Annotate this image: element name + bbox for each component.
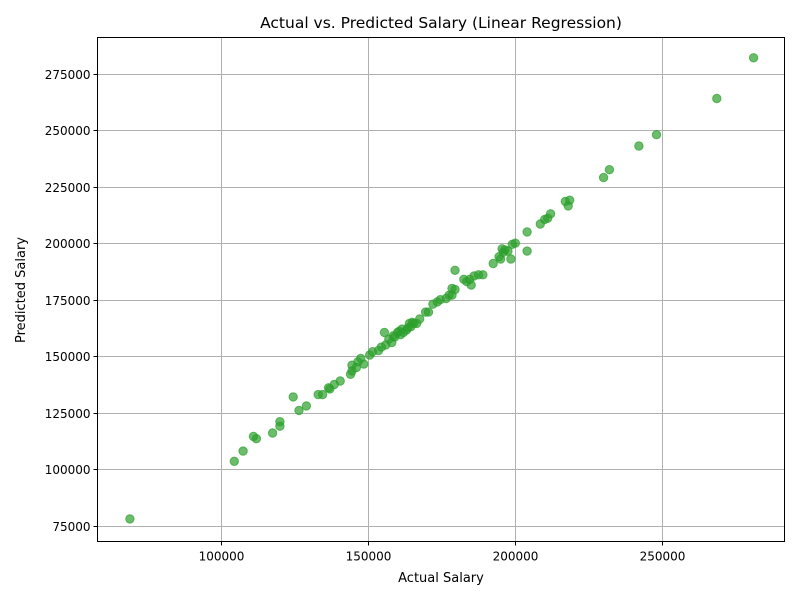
y-tick-label: 225000	[45, 181, 91, 195]
data-point	[748, 53, 759, 63]
data-point	[450, 265, 460, 275]
plot-frame	[97, 37, 785, 542]
data-point	[634, 141, 644, 151]
x-tick-label: 200000	[493, 550, 539, 564]
y-tick-label: 200000	[45, 237, 91, 251]
data-point	[510, 238, 520, 248]
data-point	[423, 307, 434, 317]
grid-lines	[97, 37, 785, 542]
data-point	[478, 270, 488, 280]
x-tick-label: 100000	[199, 550, 245, 564]
y-axis-label: Predicted Salary	[14, 237, 29, 343]
data-point	[301, 401, 312, 411]
data-point	[488, 258, 498, 269]
data-point	[598, 172, 609, 183]
data-point	[522, 246, 532, 256]
y-tick-label: 125000	[45, 407, 91, 421]
data-point	[651, 130, 662, 140]
data-point	[450, 284, 460, 295]
x-axis-ticks: 100000 150000 200000 250000	[199, 541, 686, 564]
data-point	[522, 227, 532, 237]
data-point	[317, 389, 328, 400]
data-point	[294, 405, 304, 416]
data-point	[229, 456, 240, 466]
data-point	[335, 376, 345, 386]
y-tick-label: 175000	[45, 294, 91, 308]
data-point	[466, 280, 476, 290]
y-tick-label: 275000	[45, 68, 91, 82]
data-point	[503, 246, 513, 256]
x-tick-label: 150000	[346, 550, 392, 564]
data-point	[267, 428, 278, 438]
y-tick-label: 150000	[45, 350, 91, 364]
data-point	[415, 314, 425, 324]
data-point	[545, 209, 556, 219]
y-axis-ticks: 75000 100000 125000 150000 175000 200000 22500…	[45, 68, 98, 534]
data-point	[712, 93, 722, 104]
x-tick-label: 250000	[640, 550, 686, 564]
data-point	[238, 446, 248, 456]
data-point	[125, 514, 135, 524]
data-point	[288, 392, 298, 402]
x-axis-label: Actual Salary	[398, 571, 484, 586]
y-tick-label: 75000	[52, 520, 90, 534]
data-point	[379, 327, 390, 338]
data-point	[251, 434, 262, 444]
data-point	[506, 254, 516, 264]
data-point	[604, 165, 615, 175]
y-tick-label: 100000	[45, 463, 91, 477]
data-point	[359, 359, 369, 369]
data-point	[275, 421, 285, 431]
y-tick-label: 250000	[45, 124, 91, 138]
data-point	[565, 195, 575, 205]
data-points	[125, 53, 759, 524]
chart-title: Actual vs. Predicted Salary (Linear Regr…	[260, 14, 622, 32]
